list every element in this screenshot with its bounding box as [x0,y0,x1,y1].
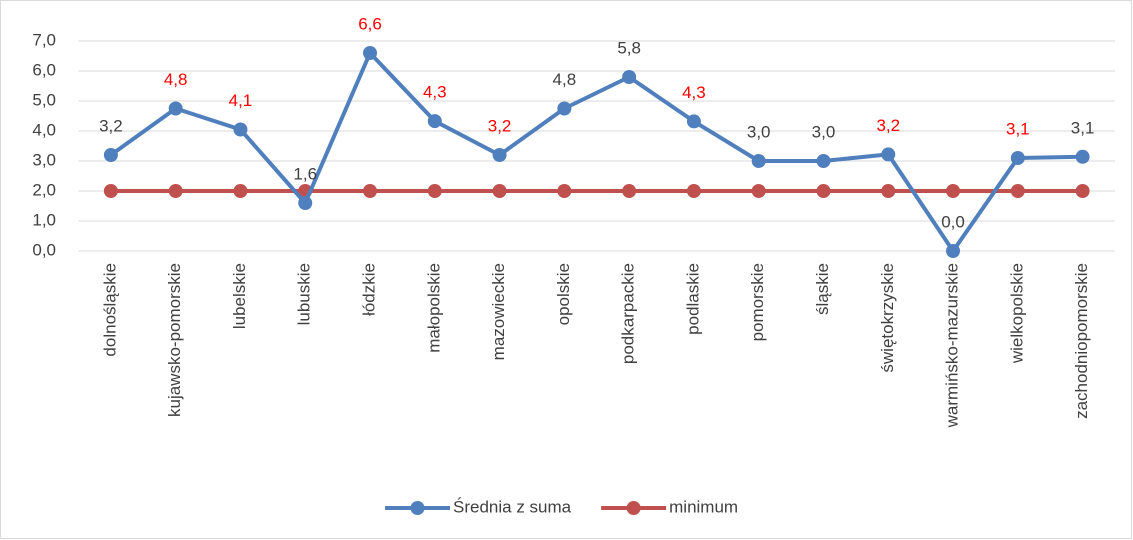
data-point [363,46,378,60]
x-tick-label: mazowieckie [489,263,508,360]
y-tick-label: 2,0 [32,180,56,199]
data-point [233,184,248,198]
data-label: 5,8 [617,38,641,57]
data-point [686,114,701,129]
data-point [298,196,313,210]
data-point [168,184,183,198]
data-point [1075,149,1090,164]
data-point [492,184,507,198]
data-label: 4,3 [682,83,706,102]
data-label: 4,3 [423,83,447,102]
data-point [1075,184,1090,198]
data-point [622,70,637,84]
legend-marker [410,501,425,515]
data-point [751,154,766,168]
legend-label: minimum [669,497,738,516]
x-tick-label: małopolskie [424,263,443,353]
data-point [686,184,701,198]
y-tick-label: 7,0 [32,30,56,49]
x-tick-label: warmińsko-mazurskie [943,263,962,428]
data-point [557,101,572,116]
data-label: 3,0 [812,122,836,141]
data-point [427,184,442,198]
x-tick-label: kujawsko-pomorskie [165,263,184,417]
data-point [1010,184,1025,198]
data-label: 4,8 [553,70,577,89]
data-point [557,184,572,198]
x-tick-label: wielkopolskie [1007,263,1026,364]
data-label: 1,6 [293,164,317,183]
data-label: 4,8 [164,70,188,89]
data-point [492,148,507,162]
data-point [1010,151,1025,165]
x-tick-label: pomorskie [748,263,767,341]
data-point [816,154,831,168]
x-tick-label: lubuskie [295,263,314,325]
data-label: 3,1 [1071,118,1095,137]
x-tick-label: łódzkie [360,263,379,316]
x-tick-label: lubelskie [230,263,249,329]
data-label: 3,2 [488,116,512,135]
data-point [103,184,118,198]
x-tick-label: zachodniopomorskie [1072,263,1091,419]
data-point [751,184,766,198]
x-tick-label: opolskie [554,263,573,325]
data-label: 4,1 [229,91,253,110]
y-tick-label: 6,0 [32,60,56,79]
data-point [946,184,961,198]
data-label: 3,0 [747,122,771,141]
data-point [881,184,896,198]
data-point [427,114,442,129]
x-tick-label: śląskie [813,263,832,315]
x-tick-label: podlaskie [683,263,702,335]
legend-marker [626,501,641,515]
x-tick-label: podkarpackie [619,263,638,364]
data-label: 3,2 [99,116,123,135]
data-label: 6,6 [358,14,382,33]
y-tick-label: 3,0 [32,150,56,169]
legend-label: Średnia z suma [453,497,572,516]
y-tick-label: 4,0 [32,120,56,139]
data-point [881,147,896,162]
data-label: 3,1 [1006,119,1030,138]
data-point [622,184,637,198]
data-point [363,184,378,198]
x-tick-label: dolnośląskie [100,263,119,357]
y-tick-label: 5,0 [32,90,56,109]
y-tick-label: 1,0 [32,210,56,229]
data-point [946,244,961,258]
x-tick-label: świętokrzyskie [878,263,897,373]
data-point [168,101,183,116]
data-point [233,122,248,137]
y-tick-label: 0,0 [32,240,56,259]
data-point [816,184,831,198]
series-line [109,51,1083,253]
data-point [103,148,118,162]
data-label: 0,0 [941,212,965,231]
data-label: 3,2 [876,116,900,135]
